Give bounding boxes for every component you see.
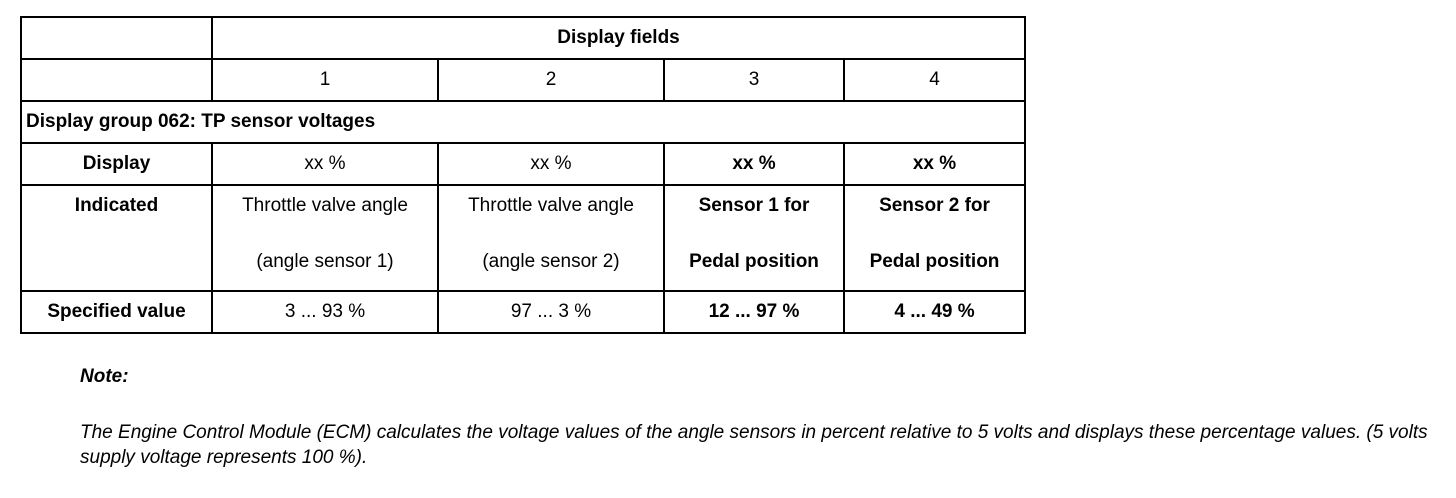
cell: Sensor 1 for Pedal position (663, 184, 845, 292)
empty-cell (20, 16, 213, 60)
line: Sensor 2 for (879, 195, 990, 216)
column-cell: 1 (211, 58, 439, 102)
line: Throttle valve angle (242, 195, 408, 216)
line: Pedal position (869, 251, 1000, 272)
cell: 4 ... 49 % (843, 290, 1026, 334)
row-label: Indicated (20, 184, 213, 292)
cell: xx % (663, 142, 845, 186)
table: Display fields 1 2 3 4 Display group 062… (20, 16, 1026, 334)
line: (angle sensor 2) (482, 251, 620, 272)
line: Throttle valve angle (468, 195, 634, 216)
cell: Throttle valve angle (angle sensor 1) (211, 184, 439, 292)
note-title: Note: (80, 366, 129, 387)
row-label: Display (20, 142, 213, 186)
specified-row: Specified value 3 ... 93 % 97 ... 3 % 12… (20, 290, 1026, 334)
group-cell: Display group 062: TP sensor voltages (20, 100, 1026, 144)
cell: xx % (843, 142, 1026, 186)
column-cell: 3 (663, 58, 845, 102)
line: (angle sensor 1) (256, 251, 394, 272)
indicated-row: Indicated Throttle valve angle (angle sen… (20, 184, 1026, 292)
header-cell: Display fields (211, 16, 1026, 60)
header-row: Display fields (20, 16, 1026, 60)
column-cell: 2 (437, 58, 665, 102)
note-text: The Engine Control Module (ECM) calculat… (80, 422, 1428, 468)
display-row: Display xx % xx % xx % xx % (20, 142, 1026, 186)
cell: xx % (437, 142, 665, 186)
line: Pedal position (689, 251, 819, 272)
text: Indicated (74, 195, 159, 216)
cell: 3 ... 93 % (211, 290, 439, 334)
cell: Throttle valve angle (angle sensor 2) (437, 184, 665, 292)
empty-cell (20, 58, 213, 102)
cell: xx % (211, 142, 439, 186)
line: Sensor 1 for (698, 195, 810, 216)
cell: 97 ... 3 % (437, 290, 665, 334)
cell: Sensor 2 for Pedal position (843, 184, 1026, 292)
columns-row: 1 2 3 4 (20, 58, 1026, 102)
cell: 12 ... 97 % (663, 290, 845, 334)
group-row: Display group 062: TP sensor voltages (20, 100, 1026, 144)
note: Note: The Engine Control Module (ECM) ca… (80, 366, 1440, 470)
column-cell: 4 (843, 58, 1026, 102)
row-label: Specified value (20, 290, 213, 334)
